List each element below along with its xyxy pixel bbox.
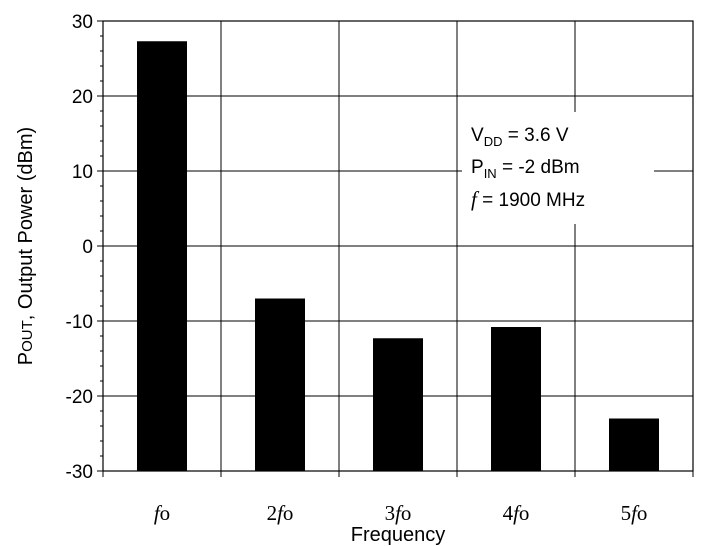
x-category-label-prefix: 3 — [385, 501, 396, 525]
bar-2fo — [255, 298, 305, 471]
annotation-pin-sub: IN — [484, 166, 497, 181]
x-axis: fo 2fo 3fo 4fo 5fo — [102, 471, 694, 525]
x-category-label: 4fo — [503, 501, 530, 525]
x-category-label-suffix: o — [401, 501, 412, 525]
y-axis: -30 -20 -10 0 10 20 30 — [66, 12, 103, 483]
annotation-box: VDD = 3.6 V PIN = -2 dBm f = 1900 MHz — [462, 112, 654, 224]
x-category-label-italic: f — [631, 501, 640, 525]
y-tick-label: 0 — [82, 237, 93, 258]
bar-fo — [137, 41, 187, 471]
annotation-pin: PIN = -2 dBm — [471, 157, 580, 181]
y-axis-title: POUT, Output Power (dBm) — [15, 127, 37, 365]
x-category-label-suffix: o — [283, 501, 294, 525]
x-category-label-italic: f — [395, 501, 404, 525]
bar-3fo — [373, 338, 423, 471]
annotation-frequency: f = 1900 MHz — [471, 187, 585, 211]
annotation-pin-main: P — [471, 157, 484, 178]
x-category-label-prefix: 5 — [621, 501, 632, 525]
x-category-label: 5fo — [621, 501, 648, 525]
y-tick-label: 20 — [72, 87, 93, 108]
x-category-label: 2fo — [267, 501, 294, 525]
bar-5fo — [609, 418, 659, 471]
y-tick-label: 30 — [72, 12, 93, 33]
annotation-vdd: VDD = 3.6 V — [471, 125, 569, 149]
annotation-vdd-main: V — [471, 125, 484, 146]
y-tick-label: -30 — [66, 462, 93, 483]
x-category-label-suffix: o — [160, 501, 171, 525]
annotation-background — [462, 112, 654, 224]
y-axis-title-p: P — [15, 352, 37, 365]
x-category-label: fo — [154, 501, 170, 525]
y-tick-label: -20 — [66, 387, 93, 408]
annotation-vdd-sub: DD — [484, 134, 503, 149]
x-category-label-suffix: o — [519, 501, 530, 525]
x-category-label-prefix: 2 — [267, 501, 278, 525]
x-axis-title: Frequency — [351, 524, 446, 546]
x-category-label-prefix: 4 — [503, 501, 514, 525]
x-category-label: 3fo — [385, 501, 412, 525]
annotation-frequency-rest: = 1900 MHz — [477, 190, 585, 211]
bar-4fo — [491, 327, 541, 471]
x-category-label-suffix: o — [637, 501, 648, 525]
annotation-frequency-italic: f — [471, 187, 480, 211]
annotation-pin-rest: = -2 dBm — [497, 157, 580, 178]
y-axis-title-rest: , Output Power (dBm) — [15, 127, 37, 320]
plot-frame — [102, 20, 694, 472]
y-tick-label: -10 — [66, 312, 93, 333]
x-category-label-italic: f — [154, 501, 163, 525]
x-category-label-italic: f — [277, 501, 286, 525]
y-tick-label: 10 — [72, 162, 93, 183]
annotation-vdd-rest: = 3.6 V — [502, 125, 568, 146]
x-category-label-italic: f — [513, 501, 522, 525]
bars — [137, 41, 659, 471]
y-axis-title-sub: OUT — [19, 320, 36, 352]
